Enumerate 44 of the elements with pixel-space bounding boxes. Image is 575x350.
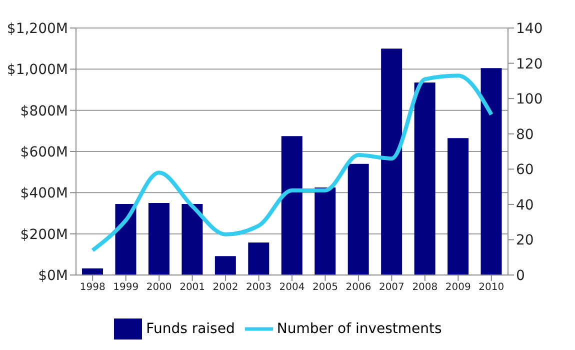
x-tick-label: 2002 [212,282,238,294]
x-tick-label: 2003 [246,282,272,294]
bar [281,136,302,275]
y2-tick-label: 0 [516,268,525,284]
bar [414,82,436,275]
y2-tick-label: 140 [516,20,543,37]
x-tick-label: 2007 [378,282,404,294]
y2-tick-label: 40 [516,197,534,214]
y-tick-label: $800M [20,103,68,120]
x-tick-label: 2010 [478,282,504,294]
y2-tick-label: 60 [516,162,534,178]
y-tick-label: $200M [20,226,68,243]
line-series [90,74,494,252]
y-tick-label: $1,000M [6,62,68,78]
bar [182,204,203,275]
bar [82,268,103,275]
y2-tick-label: 20 [516,232,534,249]
x-tick-label: 2009 [445,282,471,294]
x-tick-label: 2001 [180,282,206,294]
bar [480,68,502,275]
x-tick-label: 2006 [346,282,372,294]
bar [314,188,336,275]
y-tick-label: $400M [20,186,68,202]
bar [115,204,136,275]
bar [381,48,402,275]
x-tick-label: 2004 [279,282,305,294]
y-tick-label: $0M [38,268,68,284]
x-tick-label: 2005 [312,282,338,294]
x-tick-label: 1999 [113,282,139,294]
bar [148,202,170,275]
x-tick-label: 2008 [412,282,438,294]
y-tick-label: $600M [20,144,68,160]
bar [248,242,270,275]
y2-tick-label: 80 [516,126,534,143]
y2-tick-label: 100 [516,92,543,108]
legend-label: Number of investments [276,320,442,337]
bar [448,138,469,275]
y-tick-label: $1,200M [6,20,68,37]
legend-label: Funds raised [146,320,235,337]
x-tick-label: 1998 [80,282,106,294]
bar [214,256,236,275]
y2-tick-label: 120 [516,56,543,72]
x-tick-label: 2000 [146,282,172,294]
bar [348,164,369,275]
